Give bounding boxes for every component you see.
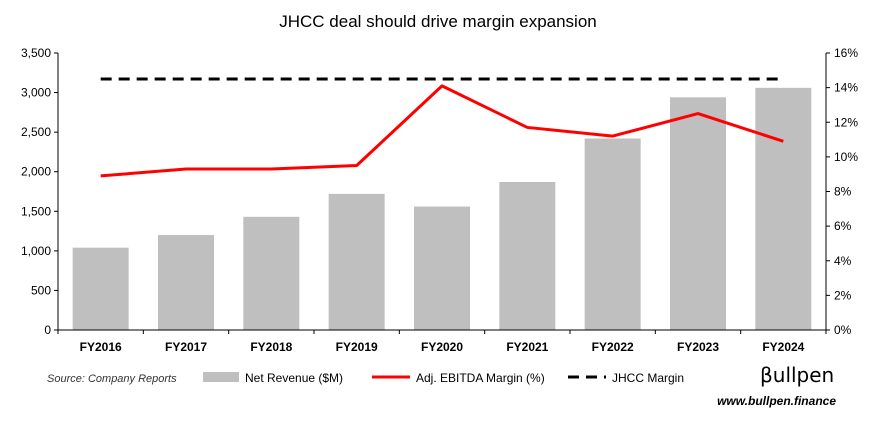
right-tick-label: 6% (834, 219, 852, 233)
legend-label-ebitda-margin: Adj. EBITDA Margin (%) (416, 371, 545, 385)
bar-fy2019 (328, 193, 385, 330)
x-tick-label: FY2023 (677, 340, 719, 354)
source-note: Source: Company Reports (47, 373, 177, 385)
bar-fy2020 (414, 206, 470, 330)
left-tick-label: 1,500 (21, 204, 51, 218)
left-tick-label: 500 (31, 283, 51, 297)
x-tick-label: FY2016 (80, 340, 122, 354)
bar-fy2021 (499, 182, 556, 330)
brand-logo: βullpen (760, 363, 834, 387)
x-tick-label: FY2019 (336, 340, 378, 354)
bar-fy2016 (72, 247, 129, 330)
right-tick-label: 10% (834, 150, 858, 164)
bar-fy2022 (584, 138, 641, 330)
left-tick-label: 3,500 (21, 46, 51, 60)
legend-label-jhcc-margin: JHCC Margin (612, 371, 684, 385)
legend-swatch-net-revenue (203, 372, 239, 382)
left-tick-label: 0 (44, 323, 51, 337)
chart-title: JHCC deal should drive margin expansion (279, 12, 597, 31)
left-tick-label: 1,000 (21, 244, 51, 258)
axes-layer: 0 500 1,000 1,500 2,000 2,500 3,000 3,500 0% 2% 4%… (21, 46, 858, 354)
left-tick-label: 3,000 (21, 86, 51, 100)
right-tick-label: 8% (834, 185, 852, 199)
bar-fy2017 (158, 235, 214, 330)
x-tick-label: FY2017 (165, 340, 207, 354)
x-tick-label: FY2021 (506, 340, 548, 354)
x-tick-label: FY2024 (762, 340, 804, 354)
right-tick-label: 0% (834, 323, 852, 337)
x-tick-label: FY2022 (592, 340, 634, 354)
lines-layer (100, 77, 784, 178)
right-tick-label: 12% (834, 115, 858, 129)
left-tick-label: 2,500 (21, 125, 51, 139)
x-tick-label: FY2020 (421, 340, 463, 354)
ebitda-margin-line (100, 84, 784, 178)
right-tick-label: 14% (834, 81, 858, 95)
bar-fy2023 (670, 97, 726, 330)
right-tick-label: 16% (834, 46, 858, 60)
right-tick-label: 2% (834, 288, 852, 302)
website-url: www.bullpen.finance (717, 394, 836, 408)
bars-layer (72, 87, 812, 330)
bar-fy2024 (755, 87, 812, 330)
left-tick-label: 2,000 (21, 165, 51, 179)
legend: Net Revenue ($M) Adj. EBITDA Margin (%) JH… (203, 371, 684, 385)
right-tick-label: 4% (834, 254, 852, 268)
bar-fy2018 (243, 216, 300, 330)
x-tick-label: FY2018 (250, 340, 292, 354)
legend-label-net-revenue: Net Revenue ($M) (245, 371, 343, 385)
